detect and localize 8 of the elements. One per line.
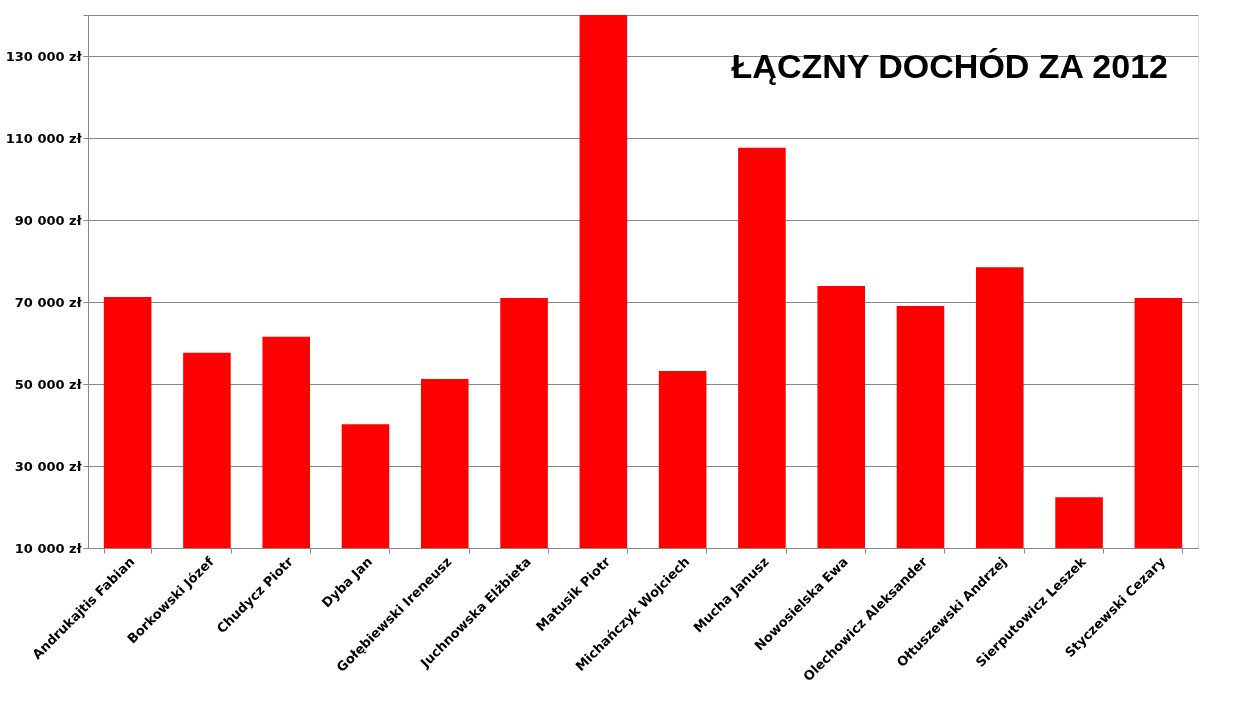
text: ŁĄCZNY DOCHÓD ZA 2012: [731, 46, 1168, 85]
y-tick-label: 130 000 zł: [5, 48, 83, 64]
y-tick-label: 50 000 zł: [14, 376, 83, 392]
y-tick-label: 110 000 zł: [5, 130, 83, 146]
y-tick-label: 30 000 zł: [14, 458, 83, 474]
y-tick-label: 10 000 zł: [14, 540, 83, 556]
y-tick-label: 70 000 zł: [14, 294, 83, 310]
y-tick-label: 90 000 zł: [14, 212, 83, 228]
